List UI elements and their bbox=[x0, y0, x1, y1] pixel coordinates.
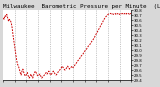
Text: Milwaukee  Barometric Pressure per Minute  (Last 24 Hours): Milwaukee Barometric Pressure per Minute… bbox=[3, 4, 160, 9]
